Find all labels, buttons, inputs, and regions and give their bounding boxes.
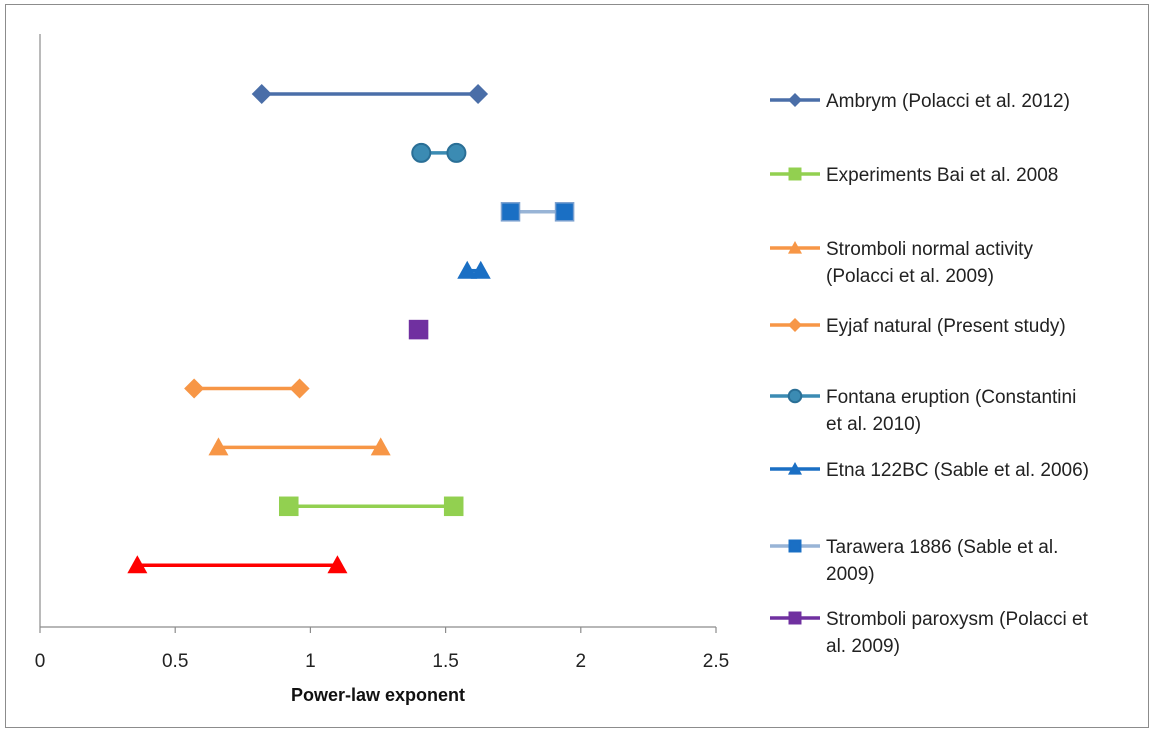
legend-label: Stromboli paroxysm (Polacci et xyxy=(826,609,1089,630)
legend-label: Experiments Bai et al. 2008 xyxy=(826,165,1058,186)
x-tick-label: 1 xyxy=(305,651,316,672)
data-point xyxy=(127,555,148,574)
data-point xyxy=(208,437,229,456)
data-point xyxy=(327,555,348,574)
legend-label: Stromboli normal activity xyxy=(826,239,1033,260)
chart-frame xyxy=(5,4,1149,728)
data-point xyxy=(446,142,467,163)
data-point xyxy=(470,260,491,279)
legend-label: Etna 122BC (Sable et al. 2006) xyxy=(826,460,1089,481)
legend-label: 2009) xyxy=(826,564,875,585)
legend-marker xyxy=(788,611,802,625)
data-point xyxy=(457,260,478,279)
data-point xyxy=(251,84,272,104)
legend-marker xyxy=(788,241,802,254)
data-point xyxy=(411,142,432,163)
legend-marker xyxy=(788,462,802,475)
legend-marker xyxy=(788,93,802,107)
legend-marker xyxy=(788,539,802,553)
legend-label: Tarawera 1886 (Sable et al. xyxy=(826,537,1058,558)
data-point xyxy=(468,84,489,104)
x-tick-label: 0 xyxy=(35,651,46,672)
x-tick-label: 2 xyxy=(576,651,587,672)
data-point xyxy=(408,319,429,340)
data-point xyxy=(278,496,299,517)
legend-marker xyxy=(788,318,802,332)
legend-label: (Polacci et al. 2009) xyxy=(826,266,994,287)
x-tick-label: 1.5 xyxy=(432,651,458,672)
data-point xyxy=(184,378,205,399)
legend-label: Eyjaf natural (Present study) xyxy=(826,316,1066,337)
data-point xyxy=(500,202,521,222)
legend-label: et al. 2010) xyxy=(826,414,921,435)
x-axis-title: Power-law exponent xyxy=(291,685,465,705)
x-tick-label: 0.5 xyxy=(162,651,188,672)
legend-marker xyxy=(788,167,802,181)
data-point xyxy=(443,496,464,517)
legend-marker xyxy=(787,388,803,404)
legend-label: Fontana eruption (Constantini xyxy=(826,387,1076,408)
legend-label: al. 2009) xyxy=(826,636,900,657)
data-point xyxy=(554,202,575,222)
legend-label: Ambrym (Polacci et al. 2012) xyxy=(826,91,1070,112)
data-point xyxy=(370,437,391,456)
x-tick-label: 2.5 xyxy=(703,651,729,672)
data-point xyxy=(289,378,310,399)
